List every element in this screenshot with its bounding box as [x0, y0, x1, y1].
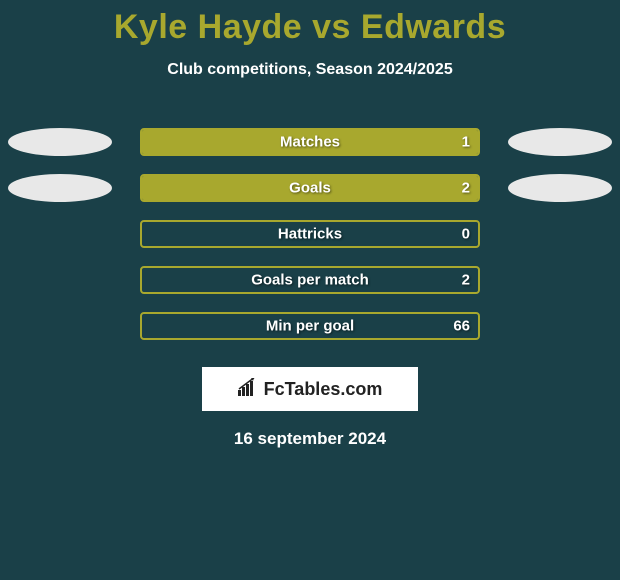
stat-bar: Goals2	[140, 174, 480, 202]
stat-row: Min per goal66	[0, 303, 620, 349]
stat-bar: Min per goal66	[140, 312, 480, 340]
stat-value-right: 2	[462, 272, 470, 289]
stat-value-right: 0	[462, 226, 470, 243]
stat-label: Goals	[142, 180, 478, 197]
stat-row: Goals per match2	[0, 257, 620, 303]
stat-bar: Matches1	[140, 128, 480, 156]
stat-value-right: 66	[453, 318, 470, 335]
logo-text: FcTables.com	[264, 379, 383, 400]
stat-row: Hattricks0	[0, 211, 620, 257]
player-right-marker	[508, 174, 612, 202]
stat-label: Min per goal	[142, 318, 478, 335]
stat-label: Hattricks	[142, 226, 478, 243]
stat-row: Goals2	[0, 165, 620, 211]
chart-icon	[238, 378, 260, 401]
player-left-marker	[8, 128, 112, 156]
stat-bar: Hattricks0	[140, 220, 480, 248]
page-title: Kyle Hayde vs Edwards	[0, 8, 620, 47]
comparison-widget: Kyle Hayde vs Edwards Club competitions,…	[0, 0, 620, 449]
player-left-marker	[8, 174, 112, 202]
stat-value-right: 2	[462, 180, 470, 197]
subtitle: Club competitions, Season 2024/2025	[0, 61, 620, 79]
date-text: 16 september 2024	[0, 429, 620, 449]
stats-list: Matches1Goals2Hattricks0Goals per match2…	[0, 119, 620, 349]
player-right-marker	[508, 128, 612, 156]
stat-label: Matches	[142, 134, 478, 151]
logo-box[interactable]: FcTables.com	[202, 367, 418, 411]
stat-row: Matches1	[0, 119, 620, 165]
stat-value-right: 1	[462, 134, 470, 151]
stat-bar: Goals per match2	[140, 266, 480, 294]
stat-label: Goals per match	[142, 272, 478, 289]
